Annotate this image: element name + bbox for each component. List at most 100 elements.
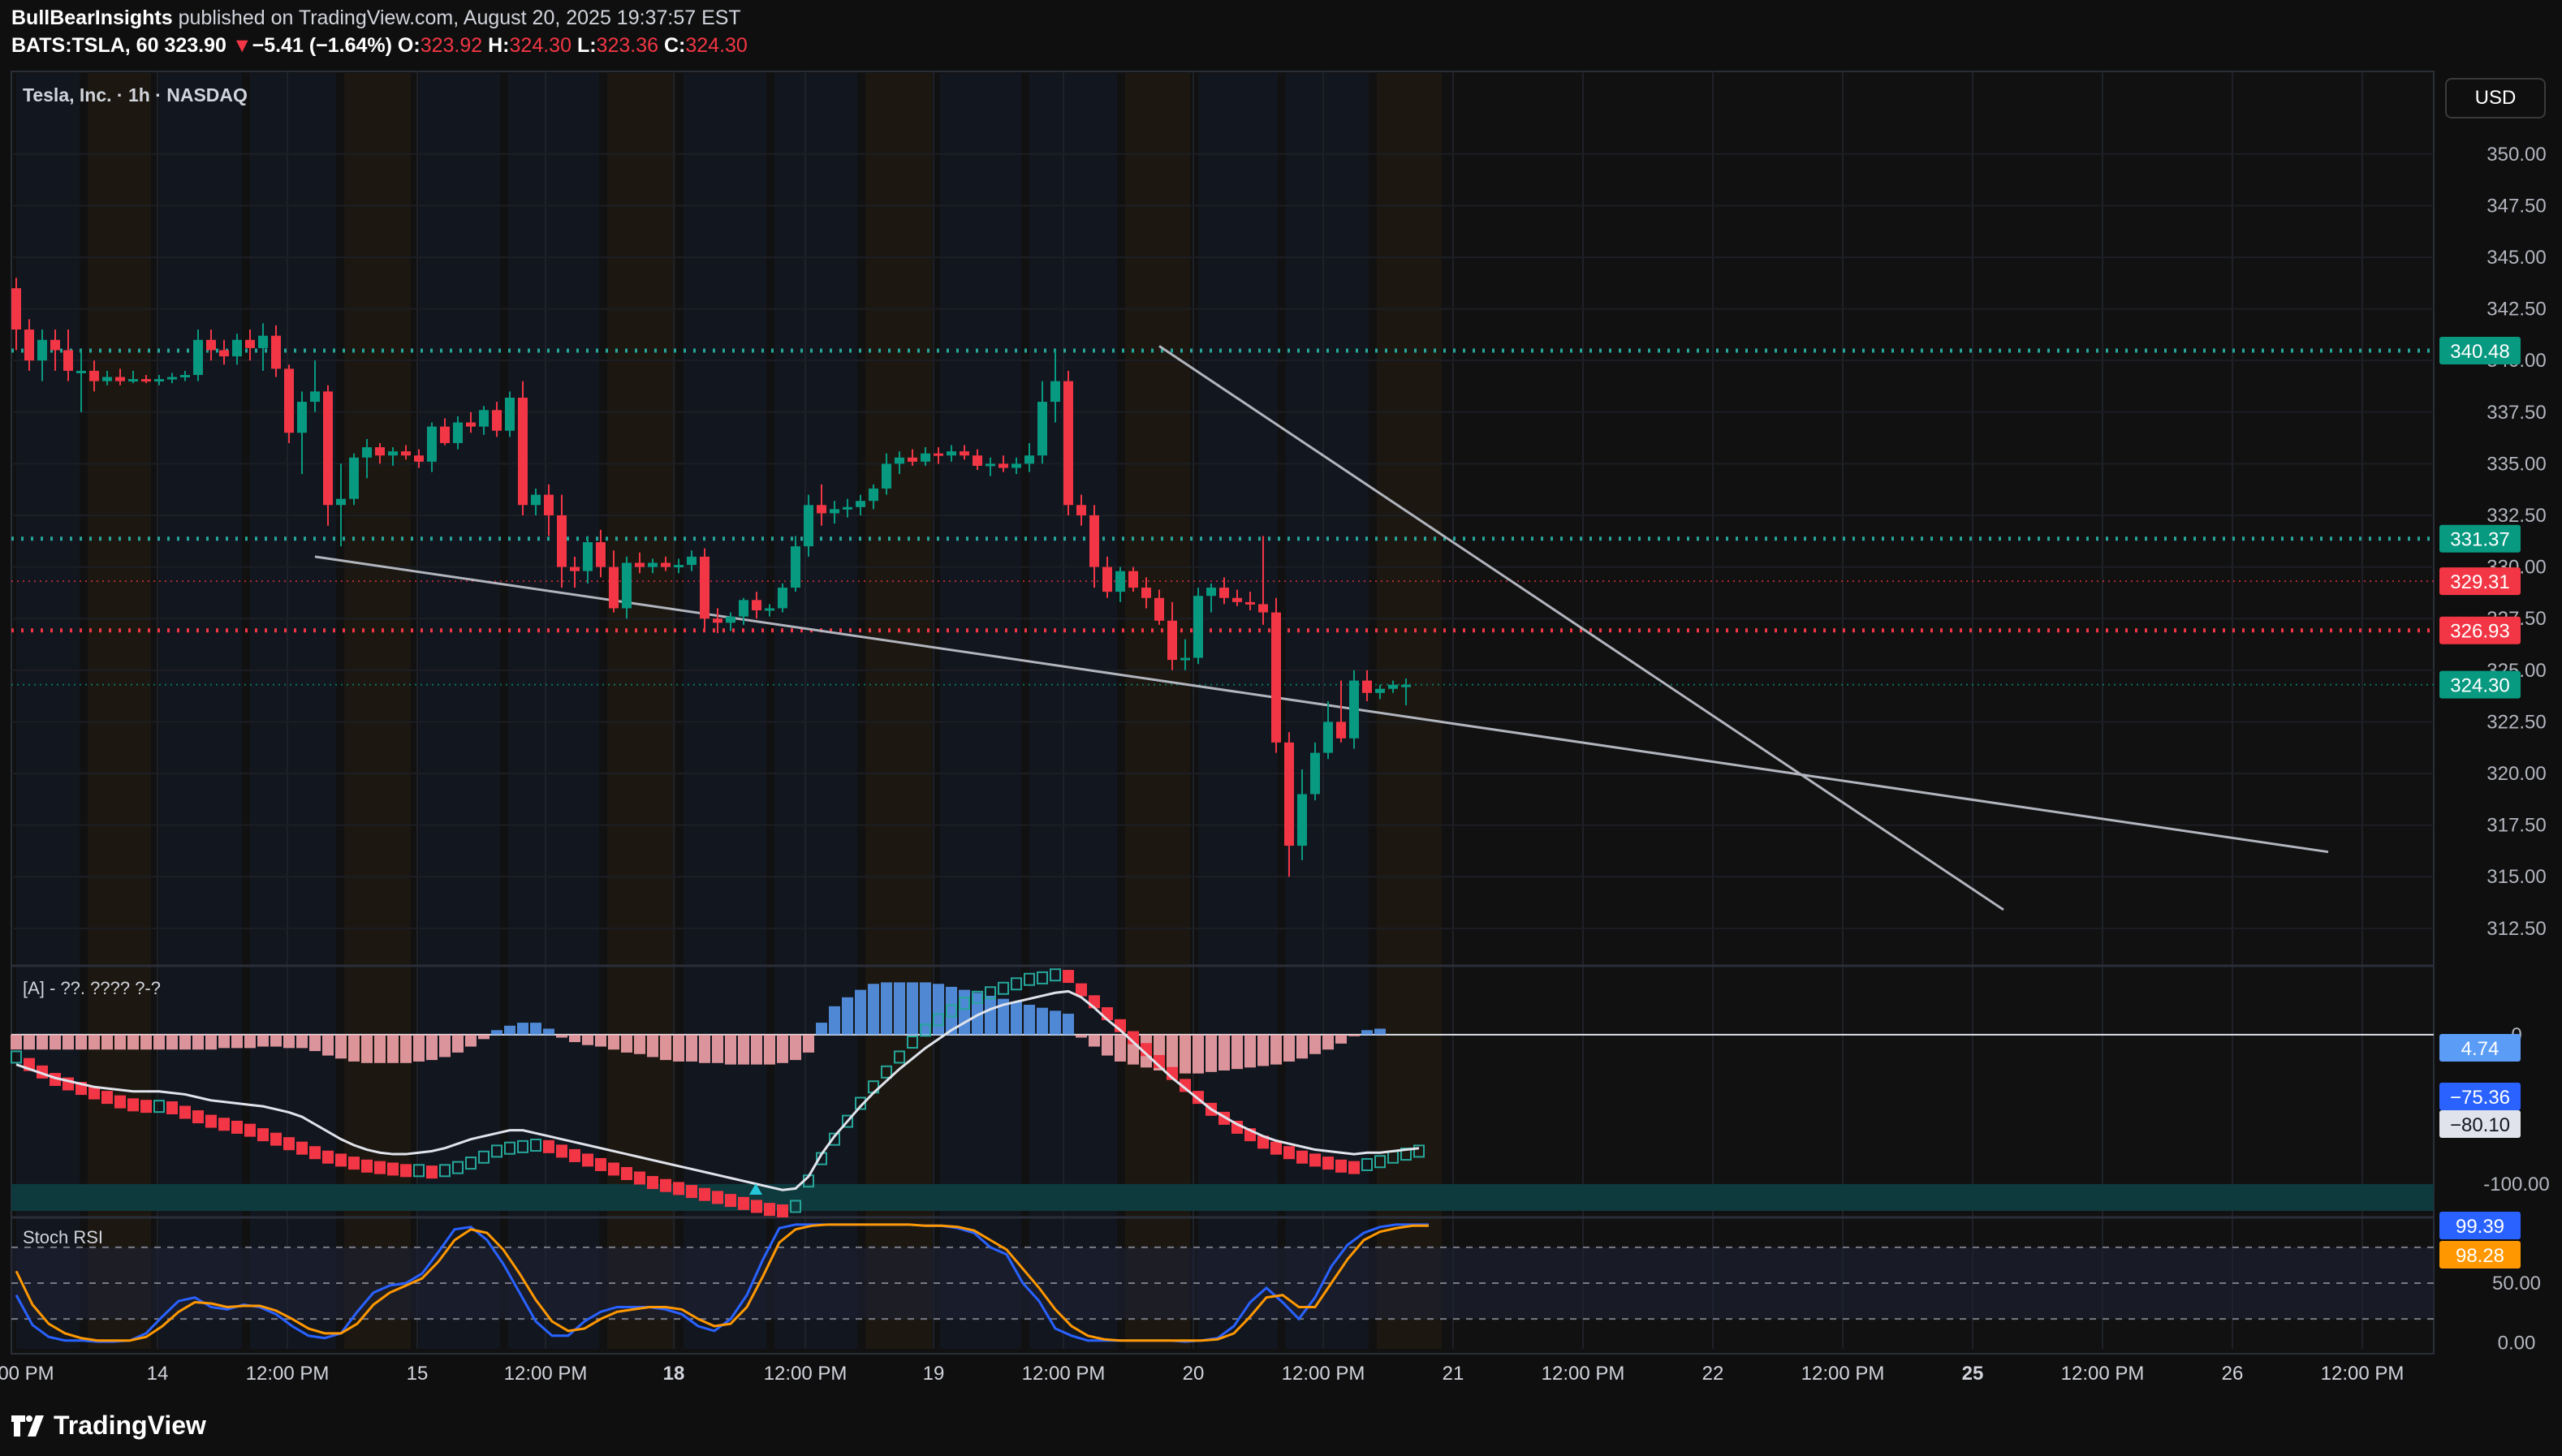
histogram-bar <box>764 1034 775 1065</box>
x-tick-label: 12:00 PM <box>1282 1363 1365 1385</box>
histogram-bar <box>335 1034 347 1059</box>
candle-body <box>752 600 761 611</box>
histogram-bar <box>751 1034 762 1065</box>
candle-body <box>297 402 307 433</box>
candle-body <box>1024 455 1034 464</box>
oscillator-box <box>738 1196 749 1210</box>
candle-body <box>1180 657 1190 661</box>
candle-body <box>843 506 852 510</box>
tradingview-logo[interactable]: TradingView <box>11 1411 206 1441</box>
y-tick-label: 315.00 <box>2487 866 2546 888</box>
histogram-bar <box>11 1034 22 1050</box>
histogram-bar <box>621 1034 632 1053</box>
x-tick-label: 12:00 PM <box>764 1363 848 1385</box>
candle-body <box>1232 597 1242 602</box>
stoch-value-text: 99.39 <box>2456 1216 2504 1238</box>
candle-body <box>323 391 333 506</box>
histogram-bar <box>283 1034 295 1049</box>
candle-body <box>674 565 684 568</box>
x-tick-label: 12:00 PM <box>2061 1363 2145 1385</box>
histogram-bar <box>1374 1028 1386 1035</box>
oscillator-box <box>946 1004 957 1018</box>
candle-body <box>1349 680 1359 739</box>
oscillator-box <box>517 1139 528 1153</box>
candle-body <box>24 330 34 361</box>
oscillator-box <box>634 1171 645 1185</box>
y-tick-label: 50.00 <box>2492 1273 2541 1294</box>
candle-body <box>232 339 242 357</box>
price-label-box <box>2439 670 2521 699</box>
x-tick-label: 12:00 PM <box>504 1363 588 1385</box>
oscillator-box <box>335 1153 347 1167</box>
oscillator-box <box>348 1157 360 1170</box>
candle-body <box>648 562 658 567</box>
x-tick-label: 22 <box>1702 1363 1724 1385</box>
oscillator-box <box>1322 1157 1334 1170</box>
publish-line: BullBearInsights published on TradingVie… <box>11 6 741 30</box>
author-name[interactable]: BullBearInsights <box>11 6 173 29</box>
tradingview-logo-icon <box>11 1415 44 1437</box>
histogram-bar <box>985 995 996 1035</box>
candle-body <box>661 562 671 567</box>
x-tick-label: 18 <box>663 1363 685 1385</box>
session-band <box>684 73 766 1349</box>
oscillator-box <box>205 1114 217 1128</box>
histogram-bar <box>634 1034 645 1054</box>
candle-body <box>401 451 411 456</box>
histogram-bar <box>1309 1034 1321 1054</box>
candle-body <box>998 463 1008 468</box>
candle-body <box>583 542 593 571</box>
histogram-bar <box>140 1034 152 1050</box>
oscillator-box <box>1413 1144 1425 1158</box>
histogram-bar <box>920 982 931 1035</box>
price-label: 329.31 <box>2439 567 2521 596</box>
candle-body <box>50 339 60 351</box>
y-tick-label: 332.50 <box>2487 505 2546 527</box>
candle-body <box>1154 597 1164 621</box>
histogram-bar <box>270 1034 282 1047</box>
session-band <box>1029 73 1117 1349</box>
oversold-zone <box>11 1183 2434 1211</box>
oscillator-box <box>1361 1157 1373 1171</box>
histogram-bar <box>426 1034 438 1061</box>
candle-body <box>258 335 268 348</box>
histogram-bar <box>1206 1034 1217 1072</box>
histogram-bar <box>829 1006 840 1035</box>
histogram-bar <box>595 1034 606 1047</box>
session-band <box>865 73 932 1349</box>
oscillator-box <box>166 1101 178 1115</box>
histogram-bar <box>1089 1034 1100 1047</box>
histogram-bar <box>569 1034 580 1043</box>
indicator-value-box <box>2439 1110 2521 1138</box>
candle-body <box>518 397 528 506</box>
ticker: BATS:TSLA, 60 <box>11 34 159 57</box>
x-tick-label: 12:00 PM <box>1542 1363 1625 1385</box>
price-label-box <box>2439 567 2521 596</box>
stoch-value-text: 98.28 <box>2456 1245 2504 1267</box>
oscillator-box <box>686 1185 697 1199</box>
histogram-bar <box>88 1034 100 1050</box>
oscillator-box <box>231 1120 243 1134</box>
oscillator-box <box>413 1164 425 1178</box>
histogram-bar <box>1231 1034 1243 1070</box>
candle-body <box>778 588 787 609</box>
oscillator-box <box>1063 970 1074 984</box>
candle-body <box>622 562 632 609</box>
x-tick-label: 26 <box>2222 1363 2244 1385</box>
oscillator-box <box>244 1123 256 1137</box>
candle-body <box>713 618 722 623</box>
histogram-bar <box>309 1034 321 1052</box>
histogram-bar <box>1011 1002 1022 1035</box>
oscillator-box <box>621 1166 632 1180</box>
candle-body <box>1167 620 1177 661</box>
histogram-bar <box>738 1034 749 1065</box>
oscillator-box <box>959 997 970 1010</box>
oscillator-box <box>283 1137 295 1151</box>
currency-button[interactable]: USD <box>2445 78 2546 118</box>
histogram-bar <box>712 1034 723 1063</box>
indicator-value-box <box>2439 1034 2521 1062</box>
session-band <box>16 73 80 1349</box>
candle-body <box>1284 742 1294 846</box>
histogram-bar <box>400 1034 412 1063</box>
